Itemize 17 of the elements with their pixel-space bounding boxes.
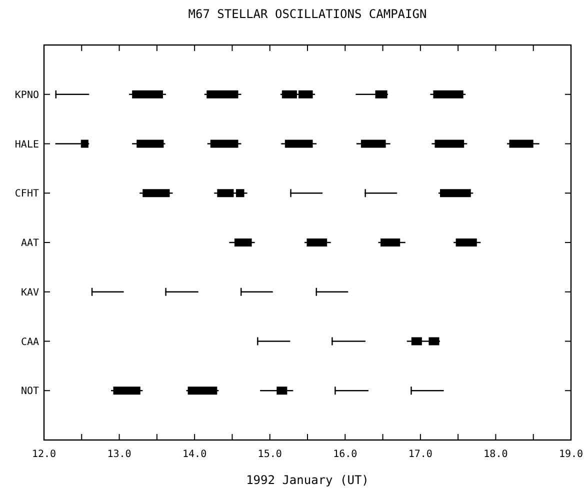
x-tick-label: 16.0	[333, 449, 358, 460]
y-tick-label: CFHT	[14, 188, 39, 200]
y-tick-label: HALE	[14, 139, 39, 150]
x-axis-title: 1992 January (UT)	[246, 473, 369, 487]
x-tick-label: 15.0	[258, 449, 282, 460]
x-tick-label: 18.0	[484, 449, 508, 460]
x-tick-label: 13.0	[107, 449, 132, 460]
x-tick-label: 14.0	[182, 449, 207, 460]
y-tick-label: AAT	[20, 238, 39, 249]
y-tick-label: KAV	[20, 287, 39, 298]
y-tick-label: NOT	[20, 386, 39, 398]
x-tick-label: 19.0	[558, 449, 584, 460]
y-tick-label: CAA	[20, 336, 39, 348]
y-tick-label: KPNO	[14, 90, 39, 101]
chart-title: M67 STELLAR OSCILLATIONS CAMPAIGN	[188, 7, 427, 21]
x-tick-label: 17.0	[408, 449, 432, 460]
x-tick-label: 12.0	[32, 449, 56, 460]
